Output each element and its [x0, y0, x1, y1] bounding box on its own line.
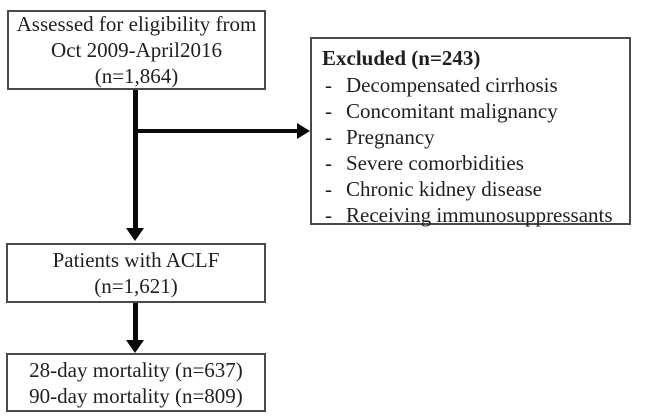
excluded-title: Excluded (n=243)	[322, 46, 481, 70]
excluded-item-label: Severe comorbidities	[346, 151, 524, 175]
eligibility-box: Assessed for eligibility from Oct 2009-A…	[7, 10, 266, 90]
dash-bullet: -	[325, 125, 332, 149]
aclf-box: Patients with ACLF (n=1,621)	[6, 243, 266, 303]
eligibility-line-3: (n=1,864)	[94, 64, 179, 88]
excluded-box: Excluded (n=243) - Decompensated cirrhos…	[310, 37, 631, 228]
eligibility-line-2: Oct 2009-April2016	[51, 38, 222, 62]
eligibility-line-1: Assessed for eligibility from	[16, 12, 257, 36]
arrow-right-icon	[297, 123, 310, 139]
arrow-aclf-to-mortality-shaft	[133, 303, 138, 340]
dash-bullet: -	[325, 177, 332, 201]
mortality-line-2: 90-day mortality (n=809)	[29, 383, 243, 408]
excluded-item-label: Pregnancy	[346, 125, 435, 149]
excluded-item-label: Decompensated cirrhosis	[346, 73, 558, 97]
arrow-down-icon	[126, 340, 144, 353]
excluded-item: - Decompensated cirrhosis	[322, 72, 625, 98]
dash-bullet: -	[325, 99, 332, 123]
dash-bullet: -	[325, 203, 332, 227]
excluded-item: - Pregnancy	[322, 124, 625, 150]
excluded-item: - Severe comorbidities	[322, 150, 625, 176]
arrow-eligibility-to-aclf-shaft	[133, 90, 138, 228]
aclf-line-2: (n=1,621)	[94, 274, 178, 298]
mortality-box: 28-day mortality (n=637) 90-day mortalit…	[6, 353, 266, 412]
excluded-item: - Concomitant malignancy	[322, 98, 625, 124]
dash-bullet: -	[325, 151, 332, 175]
arrow-down-icon	[126, 228, 144, 241]
aclf-line-1: Patients with ACLF	[52, 248, 220, 272]
excluded-item-label: Chronic kidney disease	[346, 177, 542, 201]
excluded-item: - Chronic kidney disease	[322, 176, 625, 202]
excluded-item-label: Receiving immunosuppressants	[346, 203, 613, 227]
excluded-item: - Receiving immunosuppressants	[322, 202, 625, 228]
mortality-line-1: 28-day mortality (n=637)	[29, 357, 243, 382]
dash-bullet: -	[325, 73, 332, 97]
excluded-item-label: Concomitant malignancy	[346, 99, 558, 123]
arrow-to-excluded-shaft	[133, 129, 297, 133]
